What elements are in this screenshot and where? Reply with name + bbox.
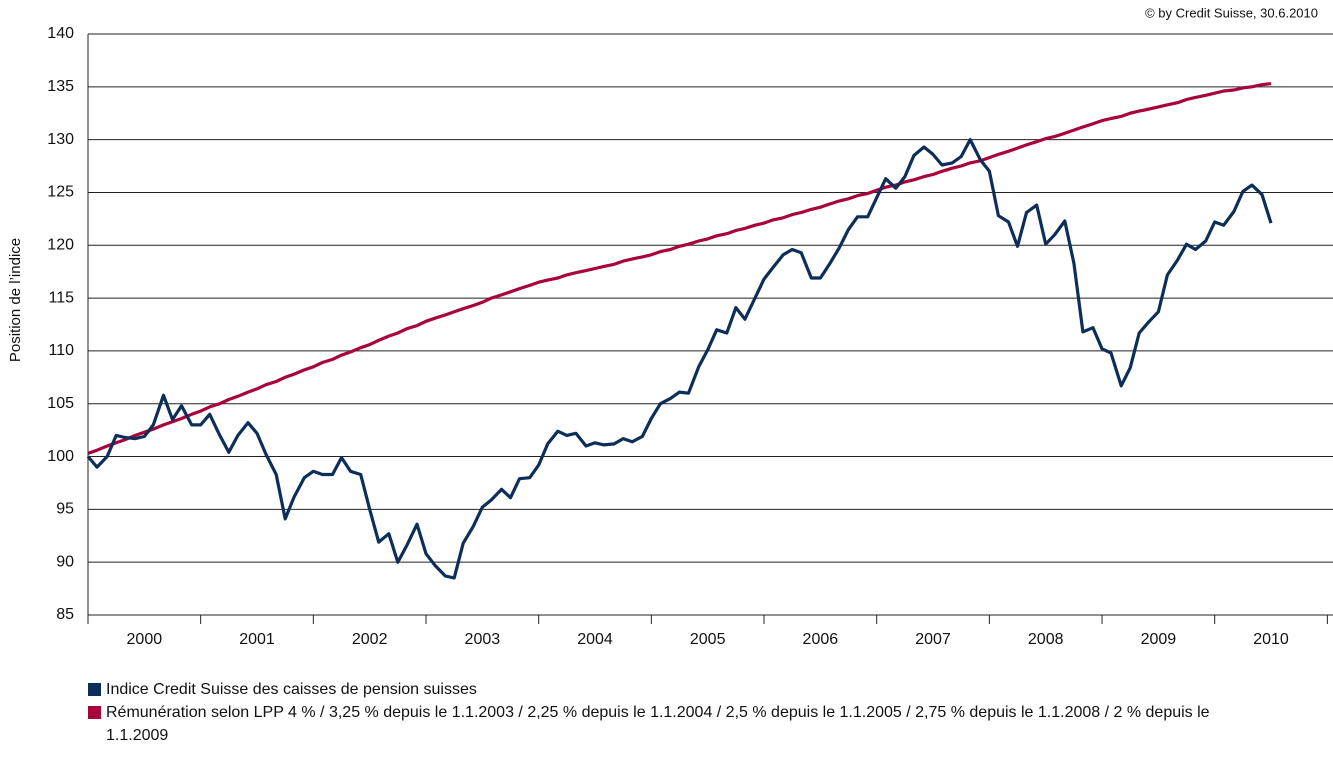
legend-swatch: [88, 683, 101, 696]
y-axis-label: Position de l’indice: [7, 238, 24, 362]
y-tick-label: 120: [47, 236, 74, 253]
legend-label: Indice Credit Suisse des caisses de pens…: [106, 681, 477, 698]
x-tick-label: 2003: [465, 631, 501, 648]
series-line: [87, 82, 1272, 455]
x-tick-label: 2010: [1253, 631, 1289, 648]
x-tick-label: 2004: [577, 631, 613, 648]
legend-item: Rémunération selon LPP 4 % / 3,25 % depu…: [88, 701, 1228, 747]
x-tick-label: 2008: [1028, 631, 1064, 648]
x-tick-label: 2006: [803, 631, 839, 648]
y-tick-label: 130: [47, 131, 74, 148]
source: © by Credit Suisse, 30.6.2010: [1145, 5, 1318, 20]
x-tick-label: 2005: [690, 631, 726, 648]
legend-label: Rémunération selon LPP 4 % / 3,25 % depu…: [106, 704, 1210, 744]
y-tick-label: 95: [56, 501, 74, 518]
y-tick-label: 140: [47, 25, 74, 42]
legend-item: Indice Credit Suisse des caisses de pens…: [88, 678, 1228, 701]
series-line: [86, 138, 1273, 580]
chart: © by Credit Suisse, 30.6.2010 Position d…: [7, 5, 1333, 648]
y-tick-label: 100: [47, 448, 74, 465]
y-tick-label: 125: [47, 184, 74, 201]
x-tick-label: 2001: [239, 631, 275, 648]
x-tick-label: 2000: [127, 631, 163, 648]
x-tick-label: 2007: [915, 631, 951, 648]
y-tick-label: 115: [48, 289, 74, 306]
y-tick-label: 110: [48, 342, 74, 359]
y-tick-label: 105: [47, 395, 74, 412]
legend: Indice Credit Suisse des caisses de pens…: [88, 678, 1228, 747]
x-tick-label: 2009: [1141, 631, 1177, 648]
x-tick-label: 2002: [352, 631, 388, 648]
y-tick-label: 90: [56, 553, 74, 570]
y-tick-label: 85: [56, 606, 74, 623]
y-tick-label: 135: [47, 78, 74, 95]
legend-swatch: [88, 706, 101, 719]
